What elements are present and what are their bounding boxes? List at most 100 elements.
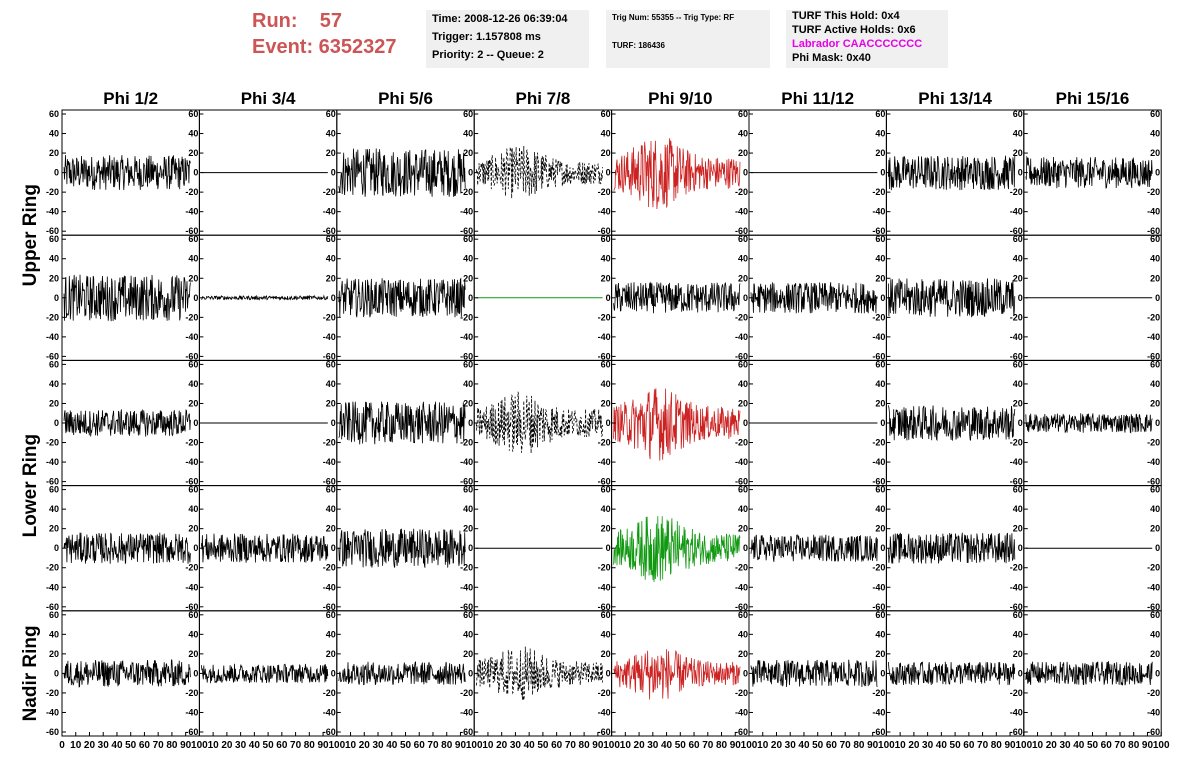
y-tick-label: 60 bbox=[1150, 359, 1160, 369]
y-tick-label: -60 bbox=[460, 351, 473, 361]
x-tick-label: 10 bbox=[70, 740, 82, 751]
y-tick-label: -40 bbox=[598, 332, 611, 342]
y-tick-label: -40 bbox=[185, 332, 198, 342]
y-tick-label: -60 bbox=[185, 226, 198, 236]
y-tick-label: 60 bbox=[463, 109, 473, 119]
y-tick-label: 60 bbox=[601, 359, 611, 369]
y-tick-label: -20 bbox=[1147, 438, 1160, 448]
y-tick-label: 20 bbox=[738, 398, 748, 408]
y-tick-label: -20 bbox=[185, 312, 198, 322]
time-text: Time: 2008-12-26 06:39:04 bbox=[432, 13, 568, 25]
y-tick-label: -60 bbox=[46, 602, 59, 612]
y-tick-label: 60 bbox=[738, 109, 748, 119]
y-tick-label: 60 bbox=[601, 485, 611, 495]
y-tick-label: -40 bbox=[1147, 207, 1160, 217]
x-tick-label: 80 bbox=[716, 740, 728, 751]
waveform-trace bbox=[63, 274, 191, 322]
y-tick-label: 20 bbox=[1150, 649, 1160, 659]
y-tick-label: 0 bbox=[743, 668, 748, 678]
y-tick-label: 40 bbox=[326, 129, 336, 139]
x-tick-label: 40 bbox=[386, 740, 398, 751]
y-tick-label: 0 bbox=[54, 293, 59, 303]
y-tick-label: -20 bbox=[46, 563, 59, 573]
x-tick-label: 20 bbox=[496, 740, 508, 751]
y-tick-label: 0 bbox=[468, 168, 473, 178]
y-tick-label: 20 bbox=[1150, 273, 1160, 283]
y-tick-label: -40 bbox=[1147, 457, 1160, 467]
y-tick-label: -20 bbox=[323, 312, 336, 322]
x-tick-label: 50 bbox=[537, 740, 549, 751]
y-tick-label: 60 bbox=[738, 485, 748, 495]
y-tick-label: -60 bbox=[46, 727, 59, 737]
y-tick-label: 40 bbox=[326, 629, 336, 639]
y-tick-label: 20 bbox=[601, 148, 611, 158]
y-tick-label: 0 bbox=[880, 418, 885, 428]
waveform-trace bbox=[338, 528, 466, 568]
y-tick-label: 20 bbox=[875, 524, 885, 534]
y-tick-label: 40 bbox=[738, 129, 748, 139]
waveform-trace bbox=[1025, 660, 1153, 686]
y-tick-label: -40 bbox=[460, 707, 473, 717]
y-tick-label: -60 bbox=[1010, 226, 1023, 236]
y-tick-label: 40 bbox=[463, 379, 473, 389]
x-tick-label: 100 bbox=[1015, 740, 1032, 751]
x-tick-label: 30 bbox=[372, 740, 384, 751]
y-tick-label: 60 bbox=[188, 485, 198, 495]
y-tick-label: 0 bbox=[606, 418, 611, 428]
time-info-box: Time: 2008-12-26 06:39:04 Trigger: 1.157… bbox=[426, 10, 589, 68]
waveform-trace bbox=[750, 659, 878, 688]
x-tick-label: 40 bbox=[249, 740, 261, 751]
x-tick-label: 20 bbox=[908, 740, 920, 751]
y-tick-label: 40 bbox=[49, 379, 59, 389]
turf-active-holds-text: TURF Active Holds: 0x6 bbox=[792, 24, 916, 36]
waveform-trace bbox=[613, 388, 741, 461]
y-tick-label: 60 bbox=[875, 234, 885, 244]
y-tick-label: 0 bbox=[193, 168, 198, 178]
y-tick-label: -20 bbox=[598, 563, 611, 573]
y-tick-label: 20 bbox=[463, 649, 473, 659]
y-tick-label: -20 bbox=[598, 688, 611, 698]
x-tick-label: 30 bbox=[235, 740, 247, 751]
y-tick-label: 20 bbox=[326, 273, 336, 283]
y-tick-label: -60 bbox=[460, 602, 473, 612]
y-tick-label: 0 bbox=[331, 543, 336, 553]
y-tick-label: 60 bbox=[1150, 485, 1160, 495]
y-tick-label: -40 bbox=[1010, 457, 1023, 467]
x-tick-label: 40 bbox=[936, 740, 948, 751]
column-header: Phi 13/14 bbox=[918, 89, 992, 108]
y-tick-label: -20 bbox=[46, 438, 59, 448]
y-tick-label: -20 bbox=[1010, 563, 1023, 573]
x-tick-label: 40 bbox=[1073, 740, 1085, 751]
x-tick-label: 90 bbox=[455, 740, 467, 751]
y-tick-label: -40 bbox=[735, 207, 748, 217]
y-tick-label: 20 bbox=[49, 148, 59, 158]
waveform-trace bbox=[613, 281, 741, 314]
y-tick-label: 0 bbox=[880, 168, 885, 178]
y-tick-label: 60 bbox=[49, 610, 59, 620]
y-tick-label: 60 bbox=[326, 485, 336, 495]
event-number: Event: 6352327 bbox=[252, 36, 397, 58]
y-tick-label: 20 bbox=[1013, 148, 1023, 158]
y-tick-label: 60 bbox=[326, 109, 336, 119]
y-tick-label: -40 bbox=[460, 457, 473, 467]
waveform-trace bbox=[475, 145, 603, 199]
x-tick-label: 80 bbox=[991, 740, 1003, 751]
y-tick-label: 20 bbox=[601, 524, 611, 534]
y-tick-label: -60 bbox=[185, 477, 198, 487]
y-tick-label: -40 bbox=[460, 582, 473, 592]
y-tick-label: 20 bbox=[875, 649, 885, 659]
x-tick-label: 30 bbox=[510, 740, 522, 751]
y-tick-label: 20 bbox=[1013, 273, 1023, 283]
y-tick-label: -40 bbox=[323, 707, 336, 717]
y-tick-label: -40 bbox=[1147, 582, 1160, 592]
y-tick-label: 40 bbox=[326, 254, 336, 264]
y-tick-label: -60 bbox=[872, 226, 885, 236]
y-tick-label: -60 bbox=[598, 477, 611, 487]
column-header: Phi 1/2 bbox=[103, 89, 158, 108]
y-tick-label: 0 bbox=[880, 543, 885, 553]
y-tick-label: -40 bbox=[323, 457, 336, 467]
y-tick-label: -20 bbox=[1010, 688, 1023, 698]
y-tick-label: 40 bbox=[463, 504, 473, 514]
y-tick-label: 40 bbox=[1013, 504, 1023, 514]
